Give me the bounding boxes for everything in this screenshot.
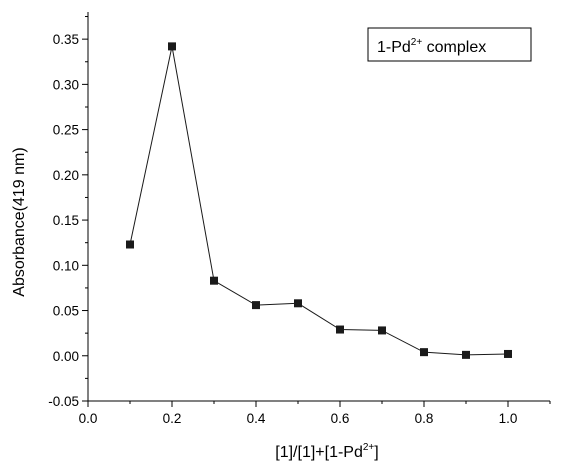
x-axis-title: [1]/[1]+[1-Pd2+] (275, 442, 378, 461)
legend-label-main: 1-Pd (377, 39, 411, 56)
legend: 1-Pd2+ complex (367, 27, 532, 62)
x-axis-title-main: [1]/[1]+[1-Pd (275, 444, 363, 461)
x-axis-title-close: ] (374, 444, 378, 461)
y-axis-title: Absorbance(419 nm) (11, 147, 28, 296)
x-tick-label: 0.2 (163, 411, 182, 426)
y-tick-label: 0.30 (53, 77, 79, 92)
y-tick-label: 0.20 (53, 168, 79, 183)
data-point (336, 325, 344, 334)
x-tick-label: 0.8 (415, 411, 434, 426)
y-tick-label: -0.05 (48, 394, 79, 409)
data-point (126, 240, 134, 249)
series-line (129, 46, 509, 356)
y-tick-label: 0.05 (53, 304, 79, 319)
y-tick-label: 0.25 (53, 123, 79, 138)
legend-label-sup: 2+ (411, 37, 423, 48)
y-tick-label: 0.15 (53, 213, 79, 228)
legend-label-rest: complex (422, 39, 486, 56)
x-tick-label: 0.6 (331, 411, 350, 426)
data-point (378, 326, 386, 335)
x-tick-label: 0.0 (79, 411, 98, 426)
legend-label: 1-Pd2+ complex (377, 37, 486, 56)
x-axis-title-sup: 2+ (363, 442, 375, 453)
y-tick-label: 0.00 (53, 349, 79, 364)
data-point (210, 276, 218, 285)
data-point (420, 348, 428, 357)
legend-box (367, 27, 532, 62)
data-point (462, 350, 470, 359)
axes: 0.0 0.2 0.4 0.6 0.8 1.0 -0.05 0.00 0.05 0.10 0.15 0… (48, 12, 551, 426)
data-point (294, 299, 302, 308)
data-point (252, 301, 260, 310)
x-tick-label: 0.4 (247, 411, 266, 426)
y-tick-label: 0.10 (53, 258, 79, 273)
data-point (504, 349, 512, 358)
series-layer (126, 42, 512, 359)
y-tick-label: 0.35 (53, 32, 79, 47)
data-point (168, 42, 176, 51)
x-tick-label: 1.0 (499, 411, 518, 426)
